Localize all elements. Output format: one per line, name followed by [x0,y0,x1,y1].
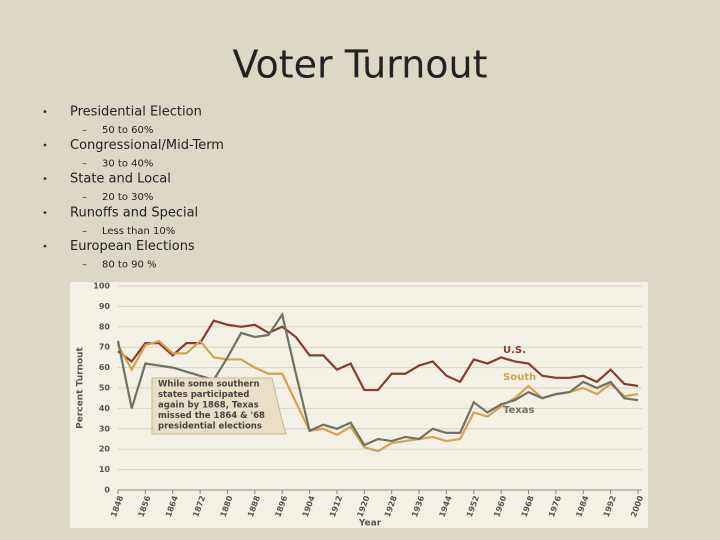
sub-bullet-text: 80 to 90 % [102,259,157,270]
sub-bullet-text: Less than 10% [102,226,175,237]
bullet-text: European Elections [70,239,195,254]
bullet-text: Presidential Election [70,105,202,120]
sub-bullet-text: 50 to 60% [102,125,153,136]
y-tick-label: 20 [99,445,111,454]
y-tick-label: 10 [99,465,111,474]
y-tick-label: 0 [104,486,110,495]
y-tick-label: 80 [99,322,111,331]
bullet-text: Runoffs and Special [70,205,198,220]
bullet-dot: • [42,141,48,152]
sub-dash: – [82,259,87,270]
y-tick-label: 40 [99,404,111,413]
sub-dash: – [82,192,87,203]
y-tick-label: 50 [99,384,111,393]
annotation-text: missed the 1864 & '68 [158,411,265,421]
y-tick-label: 100 [93,282,110,291]
series-label: South [503,372,536,383]
bullet-text: Congressional/Mid-Term [70,138,224,153]
slide-title: Voter Turnout [232,43,487,87]
y-tick-label: 60 [99,363,111,372]
annotation-text: presidential elections [158,422,262,432]
series-line [116,311,639,447]
y-axis-label: Percent Turnout [76,346,86,428]
bullet-text: State and Local [70,172,171,187]
bullet-dot: • [42,208,48,219]
series-label: U.S. [503,345,526,356]
bullet-dot: • [42,174,48,185]
y-tick-label: 90 [99,302,111,311]
bullet-dot: • [42,241,48,252]
annotation-box [151,377,287,435]
y-tick-label: 70 [99,343,111,352]
x-axis-label: Year [358,519,382,529]
annotation-text: states participated [158,390,249,400]
y-tick-label: 30 [99,424,111,433]
sub-bullet-text: 30 to 40% [102,159,153,170]
bullet-dot: • [42,107,48,118]
annotation-text: While some southern [158,380,260,390]
sub-bullet-text: 20 to 30% [102,192,153,203]
annotation-text: again by 1868, Texas [158,401,259,411]
series-label: Texas [503,405,534,416]
sub-dash: – [82,226,87,237]
sub-dash: – [82,159,87,170]
series-line [117,319,639,392]
sub-dash: – [82,125,87,136]
